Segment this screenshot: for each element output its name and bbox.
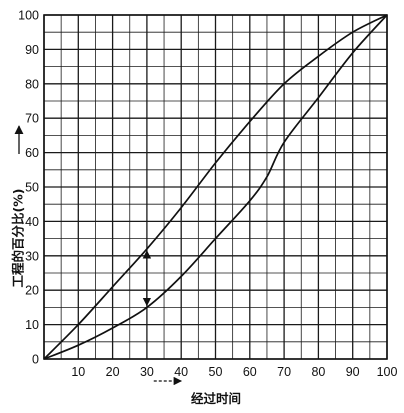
x-tick-label: 10 — [71, 365, 85, 379]
plot-frame — [43, 14, 388, 360]
chart-tick-labels: 10 20 30 40 50 60 70 80 90 100 0 10 20 30 40 50 60 70 80 90… — [18, 9, 397, 380]
x-tick-label: 100 — [377, 365, 398, 379]
x-tick-label: 70 — [277, 365, 291, 379]
y-tick-label: 70 — [25, 112, 39, 126]
y-tick-label: 10 — [25, 318, 39, 332]
series-line-1 — [43, 14, 388, 360]
y-axis-label-group: 工程的百分比(%) — [11, 189, 26, 288]
y-tick-label: 50 — [25, 181, 39, 195]
series-line-2 — [43, 14, 388, 360]
x-tick-label: 90 — [346, 365, 360, 379]
y-tick-label: 90 — [25, 43, 39, 57]
y-tick-label: 100 — [18, 9, 39, 23]
chart-series — [43, 14, 388, 360]
y-tick-label: 60 — [25, 146, 39, 160]
x-tick-label: 30 — [140, 365, 154, 379]
x-tick-label: 40 — [174, 365, 188, 379]
chart-annotations — [142, 250, 183, 386]
x-tick-label: 50 — [209, 365, 223, 379]
y-tick-label: 0 — [32, 353, 39, 367]
y-axis-label: 工程的百分比(%) — [11, 189, 26, 288]
y-tick-label: 20 — [25, 284, 39, 298]
x-axis-label: 经过时间 — [191, 391, 241, 406]
y-tick-label: 80 — [25, 77, 39, 91]
y-tick-label: 30 — [25, 249, 39, 263]
x-tick-label: 60 — [243, 365, 257, 379]
x-tick-label: 80 — [311, 365, 325, 379]
x-tick-label: 20 — [106, 365, 120, 379]
chart-grid — [43, 14, 388, 360]
y-tick-label: 40 — [25, 215, 39, 229]
